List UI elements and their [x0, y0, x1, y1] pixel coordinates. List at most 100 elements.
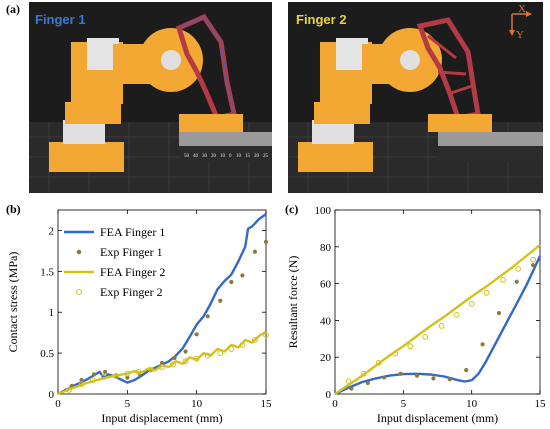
- y-tick-label: 20: [320, 352, 332, 364]
- data-point: [431, 376, 436, 381]
- series-line-3: [57, 330, 267, 396]
- data-point: [239, 342, 246, 348]
- data-point: [183, 349, 188, 354]
- data-point: [218, 298, 223, 303]
- data-point: [240, 273, 245, 278]
- data-point: [205, 314, 210, 319]
- data-point: [392, 350, 399, 357]
- y-axis-label: Contact stress (MPa): [6, 252, 20, 353]
- photo-finger-1-illustration: 50 40 30 20 10 0 10 15 20 25 Finger 1: [29, 2, 272, 193]
- ruler-label: 0: [229, 154, 232, 159]
- data-point: [531, 263, 536, 268]
- legend-marker: [76, 289, 82, 295]
- legend-label: Exp Finger 2: [100, 285, 163, 299]
- photo-finger-1: 50 40 30 20 10 0 10 15 20 25 Finger 1: [29, 2, 272, 193]
- legend-marker: [76, 249, 82, 255]
- data-point: [170, 361, 176, 368]
- data-point: [100, 373, 107, 380]
- axis-indicator: X Y: [509, 3, 532, 41]
- panel-b-label: (b): [6, 202, 21, 216]
- data-point: [229, 279, 234, 285]
- x-tick-label: 15: [261, 398, 273, 410]
- y-axis-label: Resultant force (N): [286, 256, 300, 349]
- legend-label: FEA Finger 2: [100, 265, 165, 279]
- data-point: [515, 265, 522, 272]
- photo-finger-2-title: Finger 2: [296, 12, 347, 27]
- ruler-label: 10: [220, 154, 226, 159]
- x-tick-label: 15: [535, 398, 547, 410]
- series-line-3: [334, 244, 541, 395]
- data-point: [375, 359, 382, 366]
- data-point: [382, 375, 387, 380]
- photo-finger-1-title: Finger 1: [35, 12, 86, 27]
- data-point: [193, 355, 200, 362]
- data-point: [103, 369, 108, 375]
- data-point: [407, 343, 414, 350]
- legend-label: Exp Finger 1: [100, 245, 163, 259]
- data-point: [453, 311, 460, 318]
- photo-finger-2-illustration: Finger 2 X Y: [288, 2, 543, 193]
- data-point: [204, 352, 211, 359]
- y-tick-label: 0: [326, 389, 332, 401]
- axis-x-label: X: [518, 3, 526, 15]
- data-point: [349, 386, 354, 391]
- data-point: [217, 350, 224, 357]
- x-axis-label: Input displacement (mm): [377, 411, 498, 425]
- x-tick-label: 0: [55, 398, 61, 410]
- data-point: [124, 370, 131, 377]
- data-point: [464, 367, 469, 373]
- plot-area: [57, 209, 267, 395]
- x-tick-label: 5: [125, 398, 131, 410]
- data-point: [78, 381, 85, 388]
- data-point: [252, 249, 258, 254]
- data-point: [194, 332, 199, 337]
- data-point: [113, 373, 120, 379]
- y-tick-label: 80: [320, 242, 332, 254]
- data-point: [447, 377, 452, 382]
- y-tick-label: 1: [49, 307, 55, 319]
- legend-label: FEA Finger 1: [100, 225, 165, 239]
- data-point: [483, 289, 490, 296]
- x-tick-label: 10: [466, 398, 478, 410]
- y-tick-label: 0.5: [40, 348, 54, 360]
- data-point: [159, 364, 165, 370]
- data-point: [422, 334, 429, 340]
- data-point: [480, 342, 485, 347]
- data-point: [345, 378, 352, 385]
- panel-c-label: (c): [285, 202, 299, 216]
- data-point: [91, 372, 97, 377]
- x-tick-label: 0: [332, 398, 338, 410]
- x-tick-label: 5: [401, 398, 407, 410]
- data-point: [89, 377, 96, 383]
- data-point: [414, 373, 420, 378]
- series-line-1: [57, 213, 267, 396]
- y-tick-label: 40: [320, 315, 332, 327]
- y-tick-label: 1.5: [40, 266, 54, 278]
- ruler-label: 20: [211, 154, 217, 159]
- data-point: [438, 323, 445, 329]
- panel-a-label: (a): [6, 2, 20, 16]
- data-point: [468, 300, 475, 307]
- data-point: [530, 256, 537, 263]
- data-point: [263, 332, 269, 339]
- data-point: [135, 369, 142, 375]
- data-point: [263, 239, 269, 244]
- data-point: [148, 366, 154, 373]
- data-point: [252, 337, 258, 343]
- data-point: [182, 358, 189, 365]
- data-point: [365, 380, 370, 386]
- photo-finger-2: Finger 2 X Y: [288, 2, 543, 193]
- ruler-label: 30: [202, 154, 208, 159]
- ruler-label: 20: [254, 154, 260, 159]
- y-tick-label: 2: [49, 225, 55, 237]
- axis-y-label: Y: [516, 29, 524, 41]
- data-point: [398, 371, 403, 376]
- x-axis-label: Input displacement (mm): [101, 411, 222, 425]
- data-point: [360, 370, 367, 377]
- data-point: [496, 310, 502, 316]
- data-point: [66, 387, 72, 393]
- y-tick-label: 0: [49, 389, 55, 401]
- data-point: [228, 346, 235, 352]
- plot-area: [334, 209, 541, 395]
- data-point: [172, 355, 177, 361]
